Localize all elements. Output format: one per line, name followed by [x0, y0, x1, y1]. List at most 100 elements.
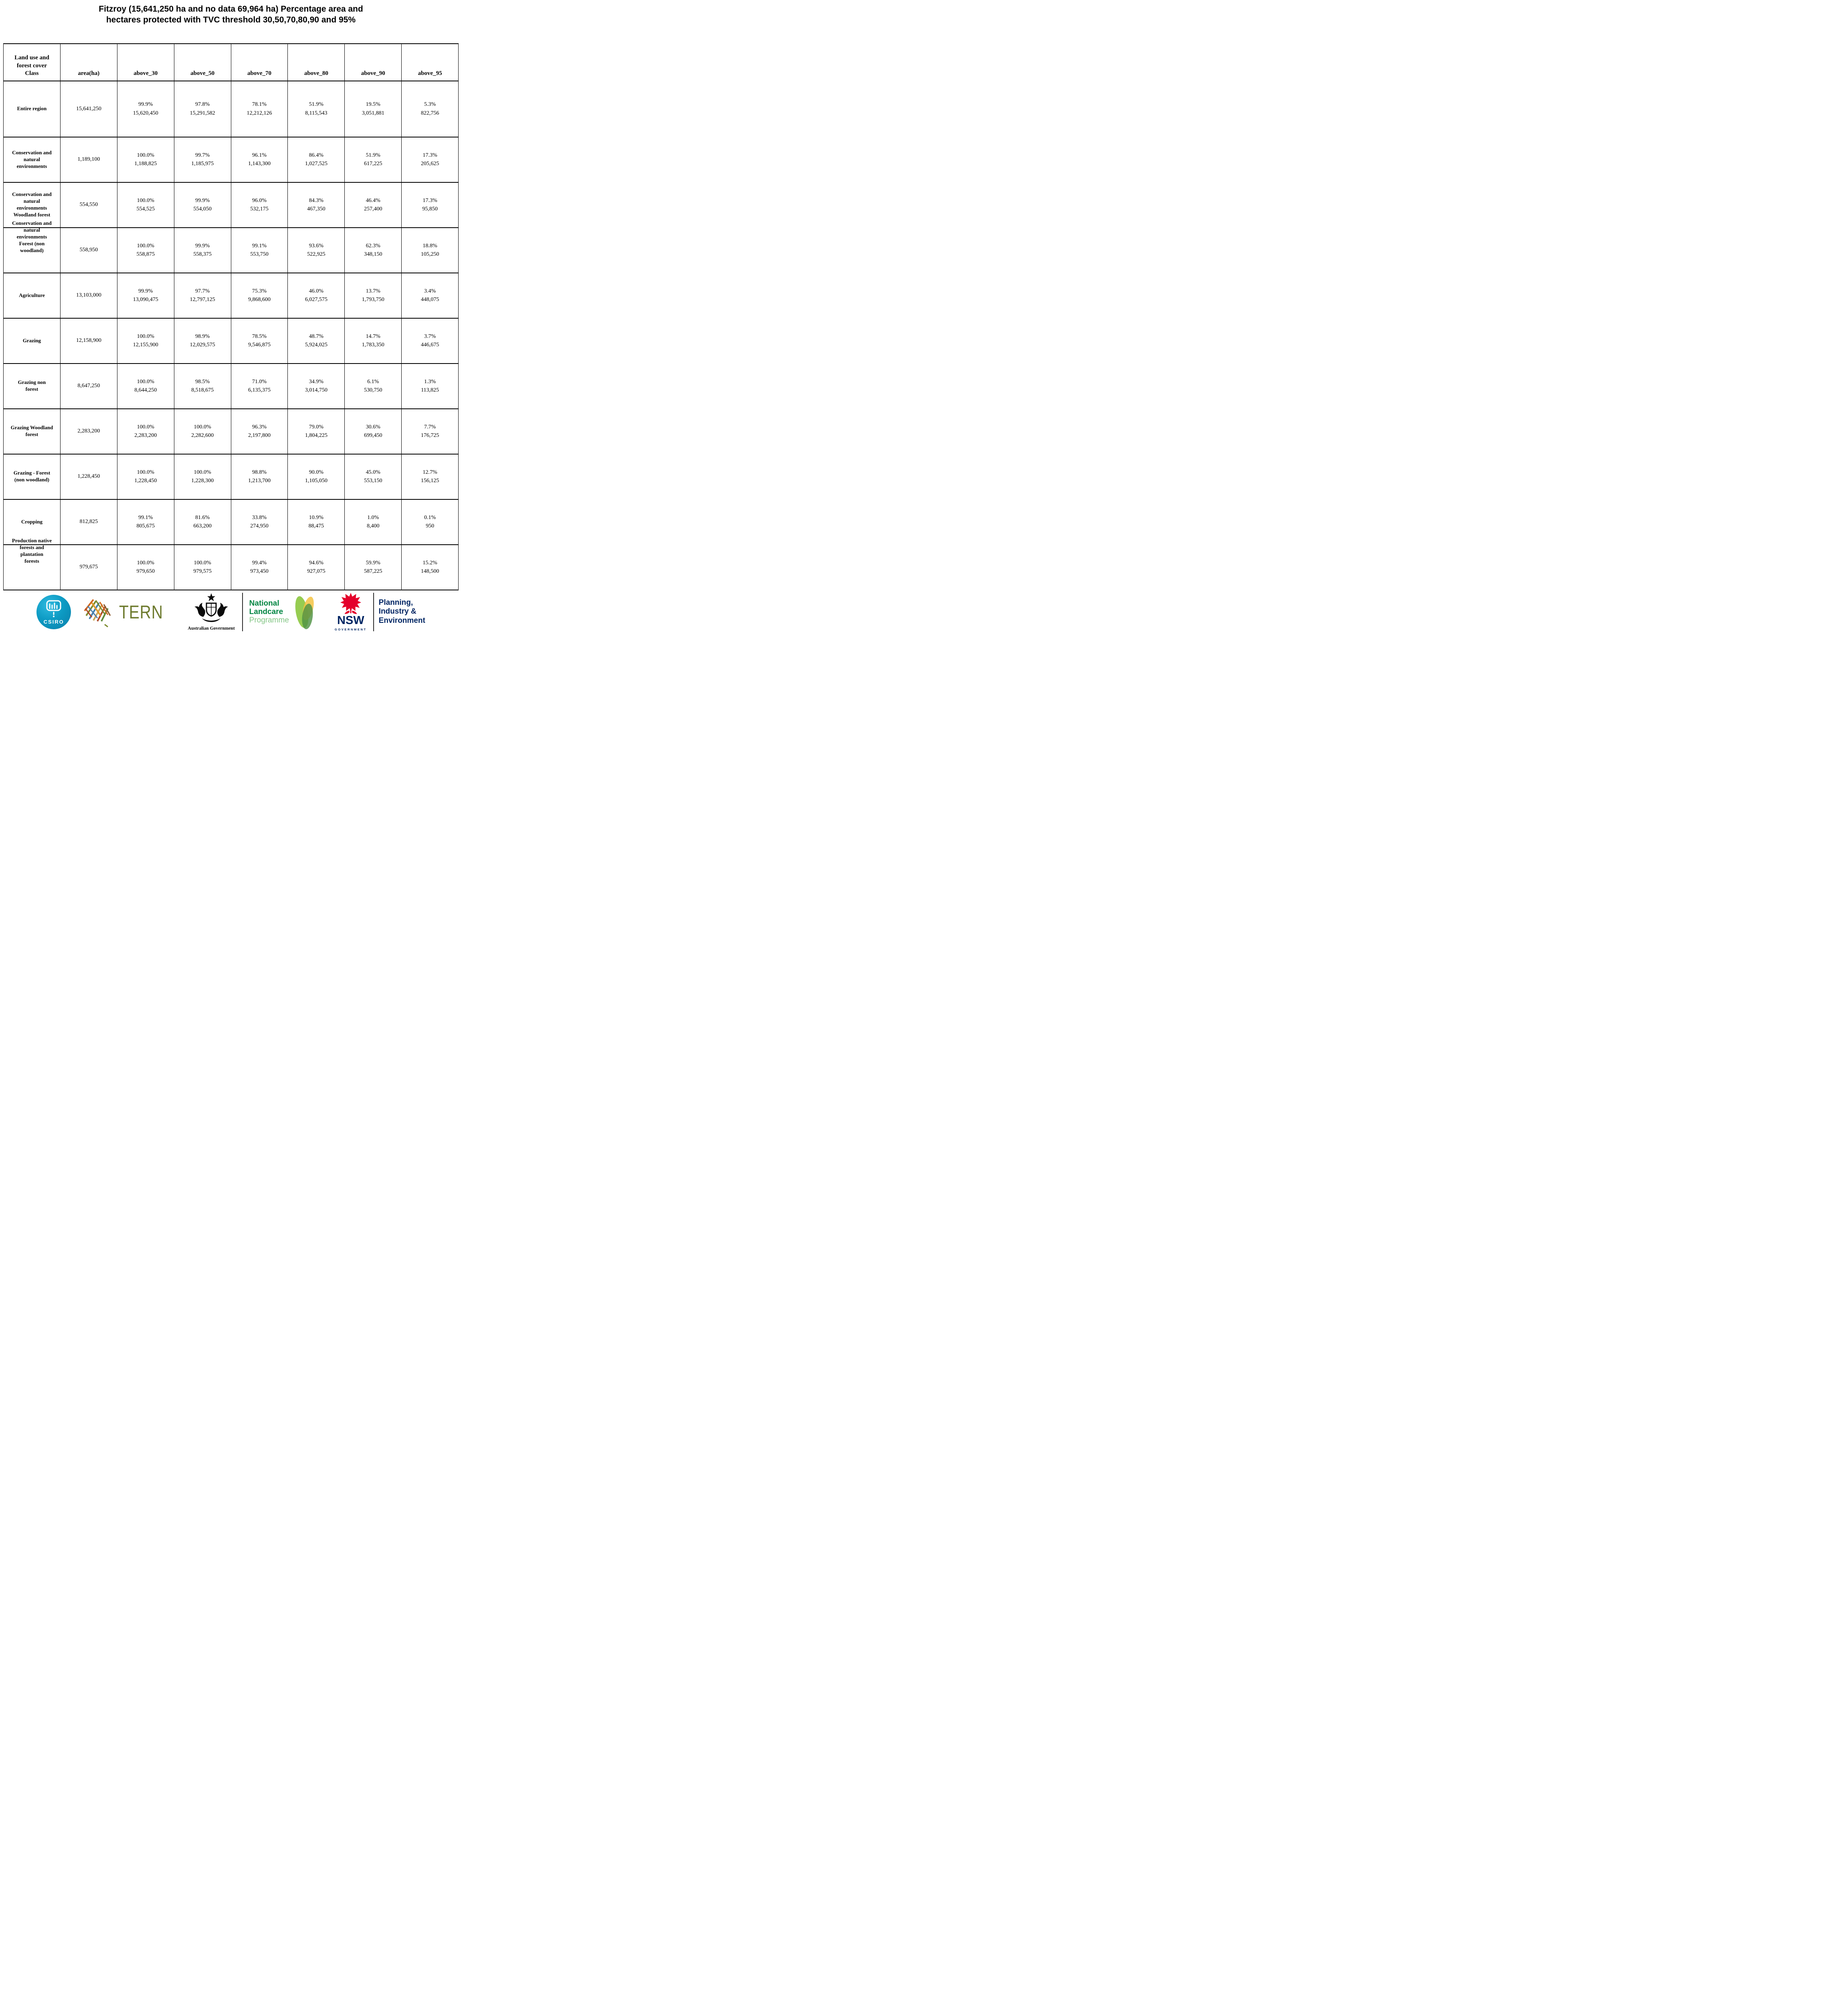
table-row: Grazing non forest 8,647,250 100.0% 8,644,2…	[3, 363, 459, 409]
column-header: Land use and forest cover Class	[3, 43, 61, 81]
footer-divider-2	[373, 592, 374, 631]
row-label: Grazing	[22, 337, 41, 343]
row-label-cell: Conservation and natural environments Fo…	[3, 220, 61, 273]
table-row: Conservation and natural environments Fo…	[3, 220, 459, 273]
column-header: area(ha)	[60, 43, 117, 81]
table-row: Grazing Woodland forest 2,283,200 100.0% 2,…	[3, 408, 459, 455]
threshold-cell: 100.0% 8,644,250	[117, 363, 174, 409]
csiro-label: CSIRO	[43, 618, 64, 625]
hectares-value: 1,783,350	[362, 342, 384, 348]
hectares-value: 8,518,675	[191, 387, 214, 394]
hectares-value: 2,283,200	[134, 432, 157, 439]
row-label: Agriculture	[19, 292, 45, 298]
threshold-cell: 97.8% 15,291,582	[174, 80, 231, 137]
hectares-value: 446,675	[421, 342, 439, 348]
hectares-value: 9,546,875	[248, 342, 271, 348]
threshold-cell: 71.0% 6,135,375	[230, 363, 288, 409]
table-row: Production native forests and plantation…	[3, 537, 459, 590]
threshold-cell: 100.0% 979,650	[117, 544, 174, 590]
percent-value: 0.1%	[424, 514, 436, 521]
percent-value: 59.9%	[366, 560, 380, 566]
tern-logo: TERN	[81, 595, 164, 629]
row-label-cell: Conservation and natural environments Wo…	[3, 182, 61, 228]
hectares-value: 12,212,126	[247, 110, 272, 116]
area-value: 979,675	[79, 564, 98, 570]
row-label-cell: Cropping	[3, 499, 61, 545]
percent-value: 51.9%	[366, 152, 380, 158]
percent-value: 3.7%	[424, 333, 436, 339]
percent-value: 99.7%	[195, 152, 210, 158]
hectares-value: 3,014,750	[305, 387, 328, 394]
table-row: Conservation and natural environments 1,1…	[3, 136, 459, 183]
percent-value: 5.3%	[424, 101, 436, 108]
threshold-cell: 100.0% 1,188,825	[117, 136, 174, 183]
table-row: Cropping 812,825 99.1% 805,675 81.6% 663,200 3…	[3, 499, 459, 545]
column-header: above_70	[230, 43, 288, 81]
percent-value: 98.9%	[195, 333, 210, 339]
hectares-value: 2,197,800	[248, 432, 271, 439]
threshold-cell: 1.0% 8,400	[344, 499, 402, 545]
threshold-cell: 17.3% 95,850	[401, 182, 459, 228]
percent-value: 19.5%	[366, 101, 380, 108]
threshold-cell: 81.6% 663,200	[174, 499, 231, 545]
hectares-value: 1,105,050	[305, 478, 328, 484]
percent-value: 14.7%	[366, 333, 380, 339]
percent-value: 46.4%	[366, 197, 380, 204]
hectares-value: 12,797,125	[190, 297, 215, 303]
hectares-value: 274,950	[250, 523, 269, 529]
percent-value: 100.0%	[194, 424, 211, 430]
csiro-waveform-icon	[46, 600, 61, 617]
row-label: Conservation and natural environments	[12, 149, 52, 169]
nsw-wordmark: NSW	[337, 614, 364, 627]
percent-value: 100.0%	[194, 560, 211, 566]
report-page: { "title": "Fitzroy (15,641,250 ha and n…	[0, 0, 462, 640]
hectares-value: 15,620,450	[133, 110, 158, 116]
landcare-line-2: Landcare	[249, 607, 283, 616]
threshold-cell: 3.4% 448,075	[401, 272, 459, 319]
row-label-cell: Grazing	[3, 317, 61, 364]
row-label-cell: Grazing - Forest (non woodland)	[3, 453, 61, 500]
hectares-value: 12,029,575	[190, 342, 215, 348]
hectares-value: 8,400	[366, 523, 380, 529]
percent-value: 10.9%	[309, 514, 324, 521]
landcare-line-3: Programme	[249, 616, 289, 625]
hectares-value: 6,027,575	[305, 297, 328, 303]
australian-government-label: Australian Government	[188, 626, 235, 631]
hectares-value: 12,155,900	[133, 342, 158, 348]
percent-value: 48.7%	[309, 333, 324, 339]
hectares-value: 663,200	[193, 523, 212, 529]
percent-value: 78.1%	[252, 101, 267, 108]
hectares-value: 979,650	[136, 568, 155, 575]
percent-value: 17.3%	[423, 152, 437, 158]
threshold-cell: 79.0% 1,804,225	[287, 408, 345, 455]
percent-value: 99.4%	[252, 560, 267, 566]
australian-government-logo: Australian Government	[188, 593, 235, 631]
threshold-cell: 98.8% 1,213,700	[230, 453, 288, 500]
area-cell: 558,950	[60, 227, 117, 273]
column-header: above_30	[117, 43, 174, 81]
percent-value: 99.9%	[195, 242, 210, 249]
threshold-cell: 15.2% 148,500	[401, 544, 459, 590]
threshold-cell: 99.7% 1,185,975	[174, 136, 231, 183]
threshold-cell: 99.9% 13,090,475	[117, 272, 174, 319]
percent-value: 81.6%	[195, 514, 210, 521]
row-label: Grazing non forest	[18, 379, 46, 392]
threshold-cell: 12.7% 156,125	[401, 453, 459, 500]
landcare-line-1: National	[249, 599, 279, 608]
hectares-value: 156,125	[421, 478, 439, 484]
hectares-value: 950	[426, 523, 435, 529]
percent-value: 1.3%	[424, 378, 436, 385]
threshold-cell: 90.0% 1,105,050	[287, 453, 345, 500]
percent-value: 84.3%	[309, 197, 324, 204]
percent-value: 93.6%	[309, 242, 324, 249]
threshold-cell: 99.9% 558,375	[174, 227, 231, 273]
percent-value: 96.0%	[252, 197, 267, 204]
threshold-cell: 75.3% 9,868,600	[230, 272, 288, 319]
hectares-value: 105,250	[421, 251, 439, 258]
row-label-cell: Agriculture	[3, 272, 61, 319]
percent-value: 99.1%	[252, 242, 267, 249]
percent-value: 12.7%	[423, 469, 437, 475]
threshold-cell: 10.9% 88,475	[287, 499, 345, 545]
hectares-value: 9,868,600	[248, 297, 271, 303]
threshold-cell: 62.3% 348,150	[344, 227, 402, 273]
